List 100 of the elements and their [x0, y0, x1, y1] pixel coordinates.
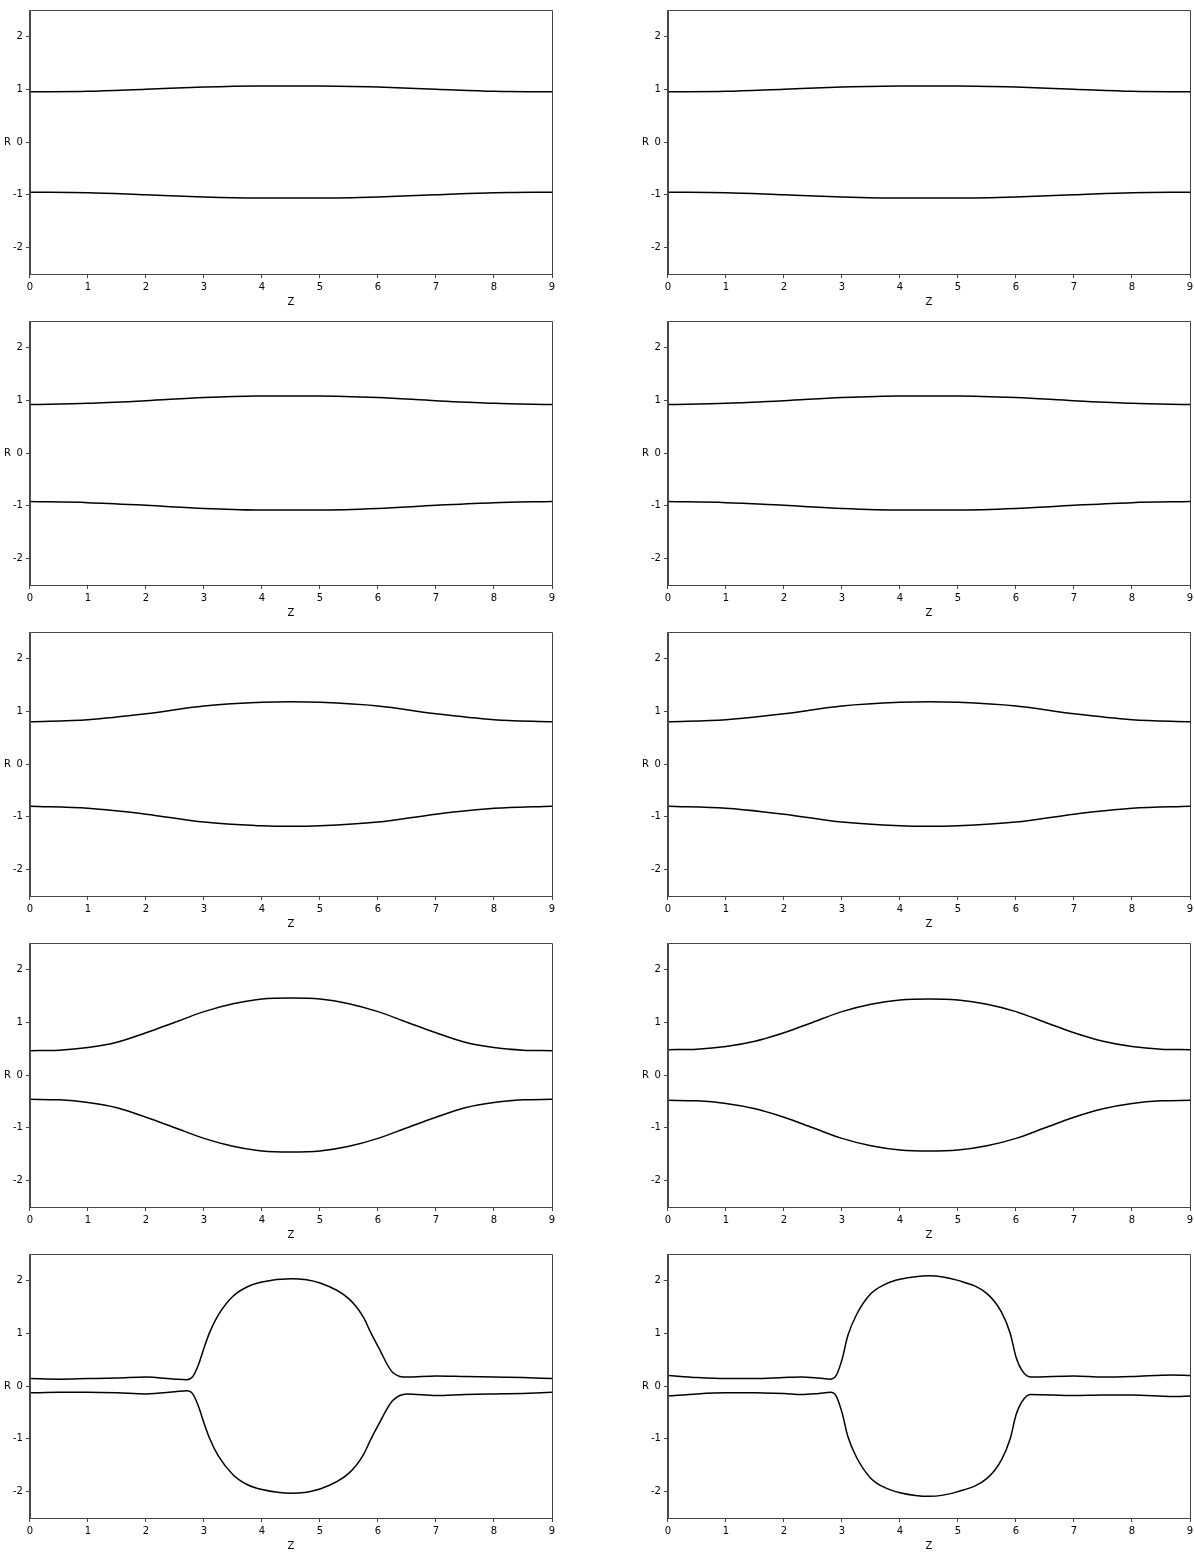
line-series — [29, 700, 552, 723]
x-tick-label: 2 — [142, 591, 150, 603]
x-tick-label: 3 — [838, 591, 846, 603]
x-tick-label: 3 — [838, 902, 846, 914]
x-tick-label: 5 — [954, 280, 962, 292]
x-axis-title: Z — [287, 1228, 295, 1240]
x-tick-label: 9 — [548, 902, 556, 914]
x-tick-label: 1 — [84, 902, 92, 914]
x-tick-label: 2 — [142, 280, 150, 292]
x-tick-label: 0 — [664, 1524, 672, 1536]
line-series — [29, 1278, 552, 1381]
x-tick-label: 4 — [258, 1524, 266, 1536]
x-tick-label: 5 — [954, 1524, 962, 1536]
line-series — [29, 997, 552, 1052]
x-tick-label: 0 — [26, 902, 34, 914]
x-tick-label: 1 — [84, 591, 92, 603]
x-tick-label: 8 — [490, 1213, 498, 1225]
x-tick-label: 4 — [258, 902, 266, 914]
x-tick-label: 3 — [200, 280, 208, 292]
y-tick-label: 1 — [654, 1326, 661, 1338]
x-axis-title: Z — [925, 295, 933, 307]
x-tick-label: 4 — [258, 591, 266, 603]
x-tick-label: 5 — [316, 591, 324, 603]
y-tick-label: -2 — [12, 552, 23, 564]
x-tick-label: 9 — [1186, 280, 1194, 292]
line-series — [667, 805, 1190, 828]
y-tick-label: -1 — [650, 499, 661, 511]
line-series — [667, 700, 1190, 723]
y-tick-label: 2 — [654, 340, 661, 352]
x-tick-label: 8 — [1128, 280, 1136, 292]
y-tick-label: -2 — [12, 1485, 23, 1497]
line-series — [667, 500, 1190, 511]
y-tick-label: -1 — [12, 810, 23, 822]
x-tick-label: 0 — [664, 902, 672, 914]
y-tick-label: -2 — [650, 241, 661, 253]
x-axis-title: Z — [925, 1539, 933, 1551]
x-tick-label: 8 — [490, 1524, 498, 1536]
x-tick-label: 5 — [316, 1524, 324, 1536]
x-tick-label: 5 — [954, 1213, 962, 1225]
y-tick-label: -1 — [650, 1432, 661, 1444]
x-tick-label: 7 — [1070, 902, 1078, 914]
x-tick-label: 7 — [1070, 1213, 1078, 1225]
x-tick-label: 7 — [432, 1213, 440, 1225]
x-tick-label: 8 — [1128, 591, 1136, 603]
line-series — [29, 395, 552, 406]
y-tick-label: -1 — [12, 499, 23, 511]
y-tick-label: 2 — [654, 29, 661, 41]
x-tick-label: 4 — [896, 1213, 904, 1225]
x-tick-label: 0 — [664, 280, 672, 292]
x-tick-label: 8 — [1128, 902, 1136, 914]
y-tick-label: 1 — [654, 704, 661, 716]
x-tick-label: 8 — [490, 902, 498, 914]
x-tick-label: 8 — [1128, 1524, 1136, 1536]
x-tick-label: 7 — [432, 1524, 440, 1536]
x-tick-label: 6 — [1012, 1213, 1020, 1225]
y-tick-label: -2 — [12, 1174, 23, 1186]
x-tick-label: 7 — [432, 902, 440, 914]
y-tick-label: -2 — [650, 1174, 661, 1186]
y-tick-label: -1 — [650, 1121, 661, 1133]
x-tick-label: 7 — [1070, 280, 1078, 292]
y-tick-label: -2 — [12, 863, 23, 875]
x-tick-label: 6 — [374, 1213, 382, 1225]
x-tick-label: 3 — [200, 1213, 208, 1225]
x-tick-label: 5 — [954, 902, 962, 914]
y-tick-label: 2 — [654, 962, 661, 974]
y-tick-label: -1 — [650, 188, 661, 200]
x-tick-label: 2 — [780, 1524, 788, 1536]
x-tick-label: 4 — [896, 902, 904, 914]
x-tick-label: 1 — [722, 280, 730, 292]
line-series — [29, 805, 552, 828]
x-tick-label: 1 — [722, 902, 730, 914]
x-tick-label: 6 — [1012, 902, 1020, 914]
y-axis-title: R — [642, 135, 649, 147]
line-series — [29, 1390, 552, 1494]
x-tick-label: 2 — [780, 280, 788, 292]
y-tick-label: 2 — [16, 29, 23, 41]
x-tick-label: 9 — [1186, 1213, 1194, 1225]
y-tick-label: 1 — [654, 82, 661, 94]
x-tick-label: 8 — [1128, 1213, 1136, 1225]
x-axis-title: Z — [287, 606, 295, 618]
x-tick-label: 2 — [780, 902, 788, 914]
x-tick-label: 7 — [1070, 591, 1078, 603]
y-tick-label: 1 — [654, 393, 661, 405]
y-tick-label: 0 — [654, 757, 661, 769]
x-tick-label: 2 — [780, 591, 788, 603]
y-tick-label: 0 — [654, 446, 661, 458]
x-tick-label: 6 — [1012, 1524, 1020, 1536]
y-axis-title: R — [4, 757, 11, 769]
x-tick-label: 6 — [374, 902, 382, 914]
x-tick-label: 2 — [142, 902, 150, 914]
x-axis-title: Z — [287, 917, 295, 929]
x-tick-label: 5 — [316, 280, 324, 292]
x-tick-label: 9 — [548, 280, 556, 292]
y-tick-label: 2 — [16, 962, 23, 974]
x-tick-label: 9 — [548, 1213, 556, 1225]
y-tick-label: 0 — [654, 135, 661, 147]
x-tick-label: 6 — [374, 591, 382, 603]
x-tick-label: 5 — [316, 1213, 324, 1225]
x-tick-label: 9 — [1186, 1524, 1194, 1536]
x-tick-label: 7 — [1070, 1524, 1078, 1536]
